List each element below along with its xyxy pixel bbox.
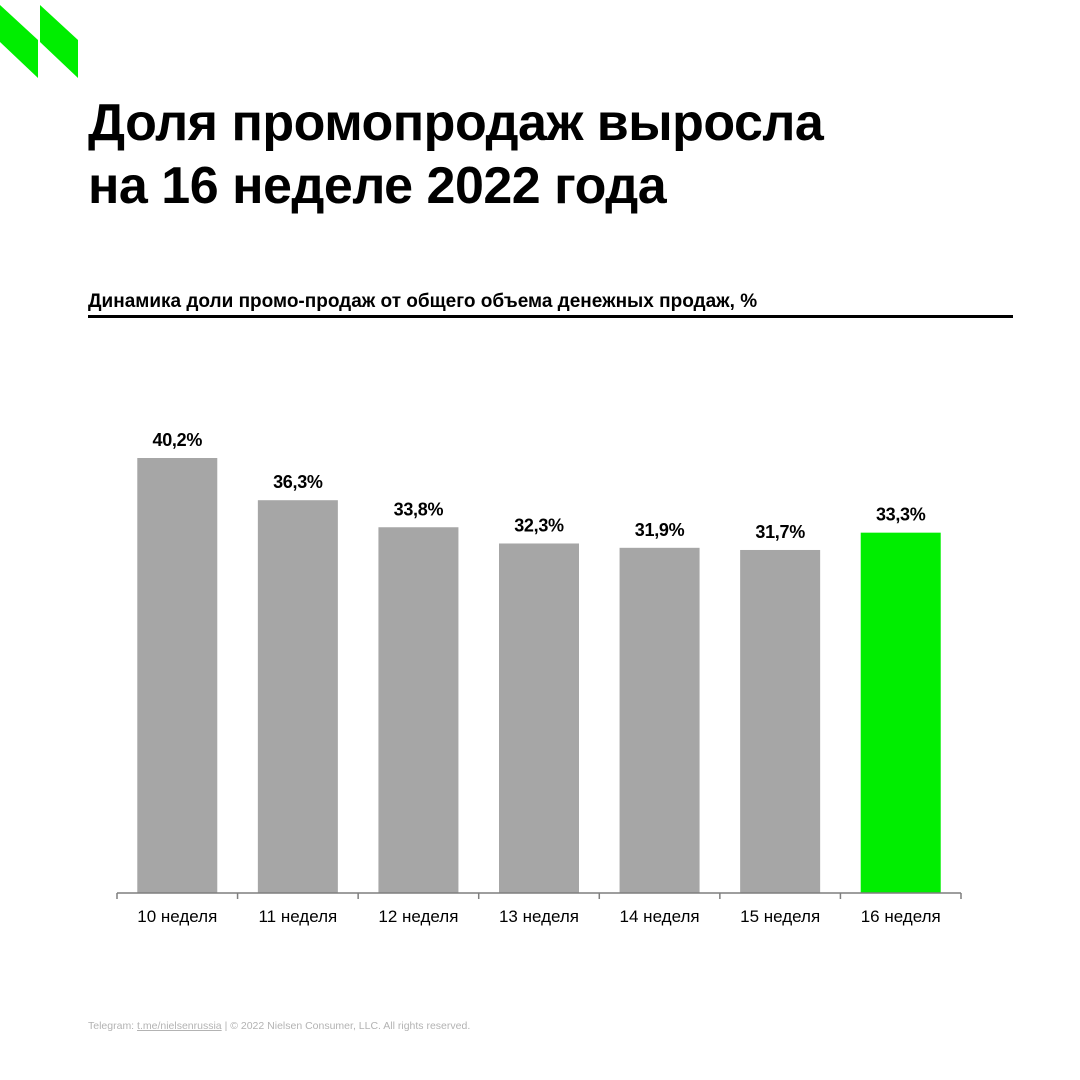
bar-1 bbox=[137, 458, 218, 893]
bar-value-label: 32,3% bbox=[514, 515, 564, 535]
bar-value-label: 36,3% bbox=[273, 472, 323, 492]
bar-7 bbox=[860, 532, 941, 893]
category-label: 10 неделя bbox=[137, 907, 217, 926]
bar-6 bbox=[740, 549, 821, 893]
headline-line-2: на 16 неделе 2022 года bbox=[88, 157, 667, 215]
footer-prefix: Telegram: bbox=[88, 1020, 138, 1032]
bar-value-label: 33,3% bbox=[876, 505, 926, 525]
category-label: 16 неделя bbox=[861, 907, 941, 926]
footer-copyright: © 2022 Nielsen Consumer, LLC. All rights… bbox=[230, 1020, 471, 1032]
category-label: 11 неделя bbox=[258, 907, 337, 926]
nielsen-logo bbox=[0, 5, 78, 78]
bar-4 bbox=[499, 543, 579, 893]
category-label: 12 неделя bbox=[378, 907, 458, 926]
bar-value-label: 31,7% bbox=[755, 522, 805, 542]
category-label: 14 неделя bbox=[620, 907, 700, 926]
headline-line-1: Доля промопродаж выросла bbox=[88, 94, 824, 152]
logo-right-stroke bbox=[40, 5, 78, 78]
bar-2 bbox=[257, 500, 338, 893]
footer-separator: | bbox=[221, 1020, 231, 1032]
bar-3 bbox=[378, 527, 459, 893]
bar-value-label: 40,2% bbox=[153, 430, 203, 450]
telegram-link[interactable]: t.me/nielsenrussia bbox=[137, 1020, 222, 1032]
bar-value-label: 33,8% bbox=[394, 499, 444, 519]
logo-left-stroke bbox=[0, 5, 38, 78]
headline: Доля промопродаж выросла на 16 неделе 20… bbox=[88, 92, 1028, 218]
bar-5 bbox=[619, 547, 700, 893]
footer: Telegram: t.me/nielsenrussia | © 2022 Ni… bbox=[88, 1020, 470, 1032]
category-label: 15 неделя bbox=[740, 907, 820, 926]
category-label: 13 неделя bbox=[499, 907, 579, 926]
chart-title: Динамика доли промо-продаж от общего объ… bbox=[88, 291, 758, 312]
chart-title-underline bbox=[88, 315, 1013, 318]
bar-value-label: 31,9% bbox=[635, 520, 685, 540]
